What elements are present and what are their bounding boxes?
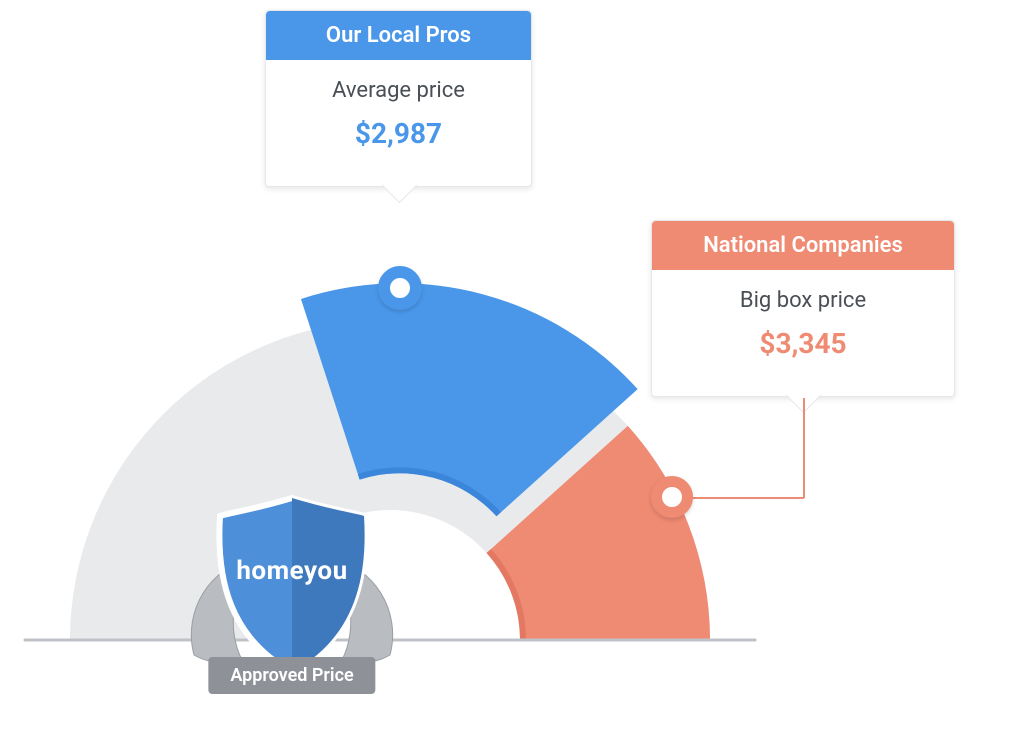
local-pros-title: Our Local Pros	[266, 11, 531, 60]
national-companies-title: National Companies	[652, 221, 954, 270]
local-pros-callout: Our Local Pros Average price $2,987	[265, 10, 532, 187]
local-pros-subtitle: Average price	[276, 78, 521, 103]
national-companies-subtitle: Big box price	[662, 288, 944, 313]
local-pros-marker-icon	[378, 266, 422, 310]
connector-line	[692, 497, 804, 499]
brand-name: homeyou	[182, 556, 402, 586]
national-companies-price: $3,345	[662, 327, 944, 360]
national-companies-callout: National Companies Big box price $3,345	[651, 220, 955, 397]
approved-price-label: Approved Price	[208, 657, 375, 694]
connector-line	[803, 398, 805, 498]
price-comparison-infographic: Our Local Pros Average price $2,987 Nati…	[0, 0, 1024, 738]
local-pros-price: $2,987	[276, 117, 521, 150]
approved-price-badge: homeyou Approved Price	[182, 470, 402, 730]
national-companies-marker-icon	[651, 476, 693, 518]
